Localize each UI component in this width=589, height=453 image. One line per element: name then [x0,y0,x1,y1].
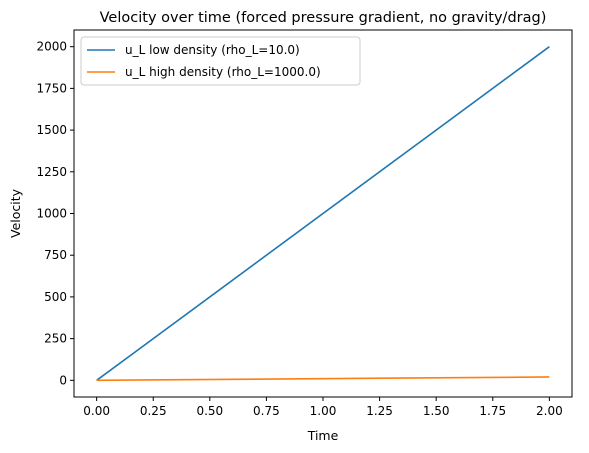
y-axis-ticks: 0 250 500 750 1000 1250 1500 1750 2000 [36,40,74,387]
legend-label-1: u_L low density (rho_L=10.0) [125,43,300,57]
legend-label-2: u_L high density (rho_L=1000.0) [125,65,321,79]
x-tick-label: 0.00 [83,404,110,418]
y-tick-label: 500 [44,290,67,304]
y-tick-label: 1250 [36,165,67,179]
x-tick-label: 0.25 [140,404,167,418]
x-tick-label: 0.50 [196,404,223,418]
x-tick-label: 2.00 [536,404,563,418]
y-tick-label: 1750 [36,81,67,95]
plot-area [73,29,573,398]
legend: u_L low density (rho_L=10.0) u_L high den… [80,36,361,86]
series-line-1 [96,46,550,381]
y-tick-label: 0 [59,373,67,387]
series-layer [96,46,550,382]
x-axis-label: Time [307,428,339,443]
chart-title: Velocity over time (forced pressure grad… [100,10,547,26]
y-tick-label: 750 [44,248,67,262]
x-axis-ticks: 0.00 0.25 0.50 0.75 1.00 1.25 1.50 1.75 2.00 [83,397,563,418]
x-tick-label: 1.75 [479,404,506,418]
x-tick-label: 1.25 [366,404,393,418]
x-tick-label: 0.75 [253,404,280,418]
legend-box [80,36,361,86]
y-tick-label: 2000 [36,40,67,54]
y-axis-label: Velocity [8,188,23,238]
series-line-2 [96,376,550,382]
x-tick-label: 1.00 [310,404,337,418]
x-tick-label: 1.50 [423,404,450,418]
y-tick-label: 250 [44,332,67,346]
y-tick-label: 1000 [36,207,67,221]
y-tick-label: 1500 [36,123,67,137]
